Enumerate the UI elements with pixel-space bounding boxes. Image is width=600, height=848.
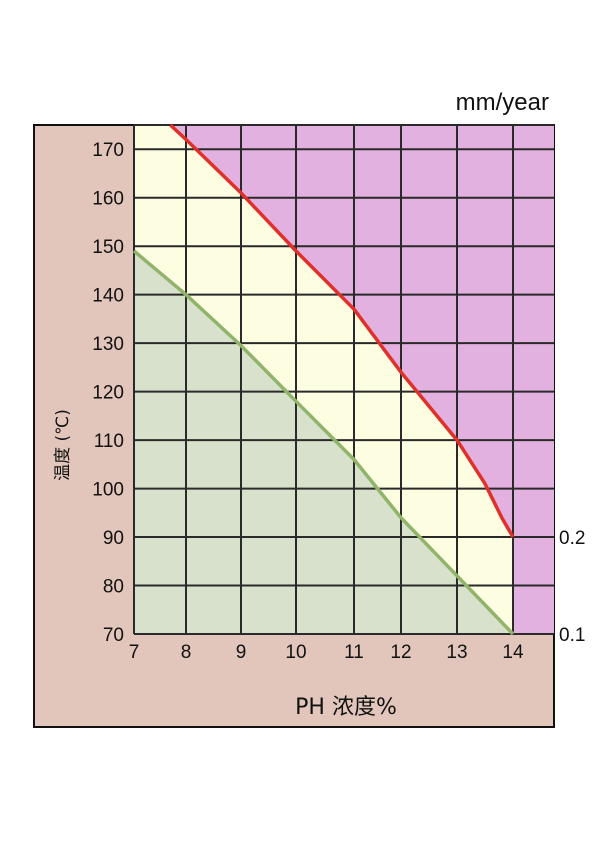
- x-tick-label: 7: [129, 642, 140, 663]
- y-axis-title: 温度 (℃): [53, 409, 73, 481]
- x-axis-ticks: 7 8 9 10 11 12 13 14: [129, 642, 524, 663]
- region-low: [134, 251, 513, 634]
- y-tick-label: 170: [92, 140, 124, 161]
- x-tick-label: 10: [285, 642, 306, 663]
- x-tick-label: 12: [390, 642, 411, 663]
- series-lines: [132, 123, 515, 636]
- unit-label: mm/year: [456, 89, 549, 116]
- series-end-labels: 0.1 0.2: [559, 528, 585, 646]
- x-tick-label: 9: [236, 642, 247, 663]
- series-line-0.2: [169, 123, 515, 538]
- y-tick-label: 90: [103, 528, 124, 549]
- y-tick-label: 150: [92, 237, 124, 258]
- x-tick-label: 13: [446, 642, 467, 663]
- x-tick-label: 8: [181, 642, 192, 663]
- y-tick-label: 100: [92, 480, 124, 501]
- grid-lines: [133, 124, 554, 635]
- y-tick-label: 70: [103, 625, 124, 646]
- series-label: 0.1: [559, 625, 585, 646]
- y-tick-label: 140: [92, 286, 124, 307]
- series-label: 0.2: [559, 528, 585, 549]
- y-tick-label: 120: [92, 383, 124, 404]
- y-tick-label: 80: [103, 577, 124, 598]
- y-tick-label: 160: [92, 189, 124, 210]
- chart-regions: [134, 125, 554, 634]
- x-tick-label: 14: [502, 642, 524, 663]
- x-tick-label: 11: [344, 642, 364, 663]
- y-tick-label: 110: [94, 431, 124, 452]
- y-axis-ticks: 70 80 90 100 110 120 130 140 150 160 170: [92, 140, 124, 646]
- x-axis-title: PH 浓度%: [295, 695, 397, 720]
- y-tick-label: 130: [92, 334, 124, 355]
- series-line-0.1: [132, 249, 515, 636]
